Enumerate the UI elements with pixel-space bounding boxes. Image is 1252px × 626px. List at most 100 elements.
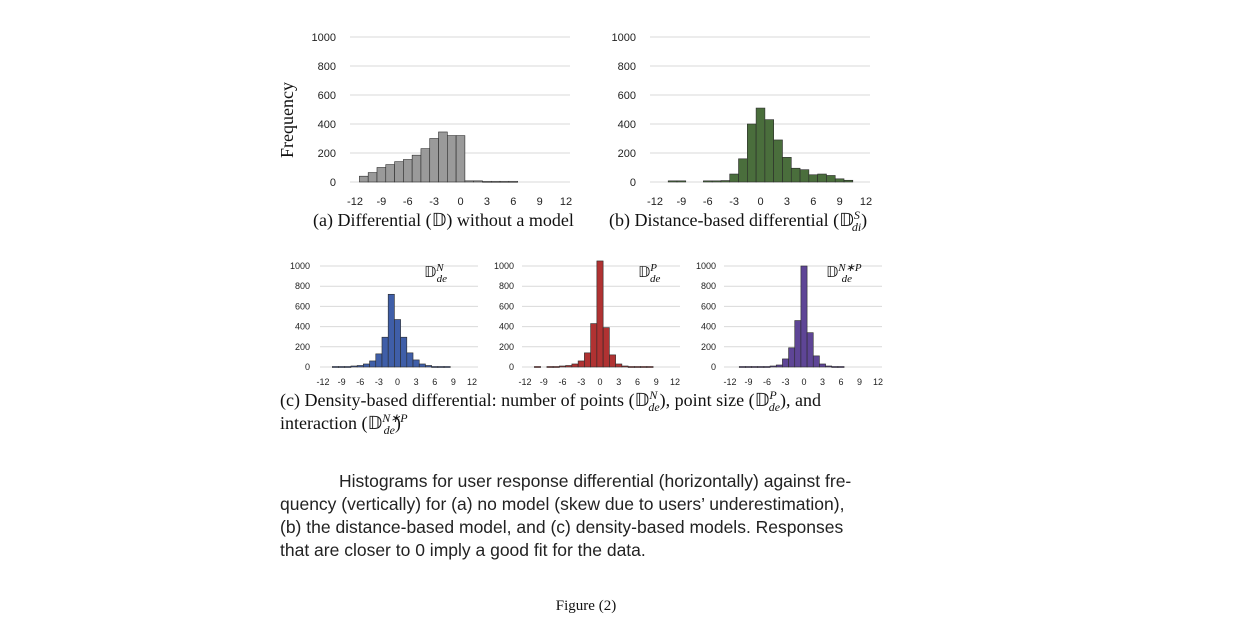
histogram-bar	[381, 336, 389, 368]
y-tick-label: 400	[701, 322, 716, 332]
histogram-bar	[437, 366, 445, 368]
histogram-c-interaction: 1000 800 600 400 200 0 -12 -9 -6 -3 0 3 6 9 12 𝔻N∗P de	[696, 261, 883, 387]
x-tick-label: 6	[510, 196, 516, 208]
x-tick-label: -9	[676, 196, 686, 208]
x-tick-label: -3	[375, 377, 383, 387]
histogram-bar	[646, 366, 654, 368]
x-tick-label: -12	[518, 377, 531, 387]
y-tick-label: 1000	[612, 32, 636, 44]
histogram-bar	[602, 327, 610, 368]
description-line-2: quency (vertically) for (a) no model (sk…	[280, 494, 844, 514]
x-tick-label: 12	[670, 377, 680, 387]
series-label: 𝔻N∗P de	[826, 262, 862, 285]
x-tick-label: 9	[451, 377, 456, 387]
x-tick-label: -3	[781, 377, 789, 387]
x-tick-label: -6	[356, 377, 364, 387]
histogram-bar	[438, 131, 448, 183]
histogram-bar	[499, 180, 510, 183]
y-tick-label: 600	[295, 301, 310, 311]
x-tick-label: 0	[801, 377, 806, 387]
y-tick-label: 400	[318, 119, 336, 131]
x-tick-label: 9	[537, 196, 543, 208]
y-tick-label: 200	[295, 342, 310, 352]
histogram-a: 1000 800 600 400 200 0 -12 -9 -6 -3 0 3 6 9 12	[312, 32, 573, 208]
histogram-bar	[729, 173, 739, 183]
histogram-bar	[794, 320, 802, 368]
histogram-bar	[400, 336, 408, 368]
histogram-bar	[565, 365, 573, 368]
histogram-bar	[429, 138, 439, 183]
x-tick-label: -6	[403, 196, 413, 208]
histogram-bar	[369, 360, 377, 368]
histogram-bar	[552, 366, 560, 368]
histogram-bar	[332, 366, 339, 368]
histogram-bar	[363, 363, 370, 368]
y-tick-label: 600	[701, 301, 716, 311]
histogram-bar	[394, 319, 401, 368]
caption-a: (a) Differential (𝔻) without a model	[313, 210, 574, 231]
figure-label: Figure (2)	[556, 598, 616, 614]
histogram-bar	[843, 179, 854, 183]
histogram-bar	[455, 135, 466, 183]
histogram-bar	[420, 148, 431, 183]
x-tick-label: -12	[316, 377, 329, 387]
histogram-bar	[627, 366, 635, 368]
x-tick-label: 3	[820, 377, 825, 387]
x-tick-label: 9	[654, 377, 659, 387]
histogram-bar	[584, 352, 591, 368]
y-tick-label: 200	[618, 148, 636, 160]
y-tick-label: 400	[618, 119, 636, 131]
histogram-bar	[747, 123, 757, 183]
histogram-bar	[773, 139, 783, 183]
x-tick-label: 0	[597, 377, 602, 387]
x-tick-label: -6	[763, 377, 771, 387]
histogram-bar	[703, 180, 713, 183]
histogram-bar	[609, 354, 616, 368]
histogram-bar	[831, 366, 839, 368]
histogram-bar	[431, 366, 439, 368]
histogram-c-size: 1000 800 600 400 200 0 -12 -9 -6 -3 0 3 6 9 12 𝔻P de	[494, 260, 680, 387]
y-tick-label: 400	[295, 322, 310, 332]
histogram-bar	[667, 180, 678, 183]
x-tick-label: 3	[784, 196, 790, 208]
histogram-bar	[403, 159, 413, 183]
histogram-bar	[782, 157, 792, 183]
description-line-3: (b) the distance-based model, and (c) de…	[280, 517, 843, 537]
x-tick-label: -3	[429, 196, 439, 208]
y-tick-label: 600	[318, 90, 336, 102]
histogram-bar	[738, 366, 746, 368]
x-tick-label: -6	[558, 377, 566, 387]
histogram-bar	[826, 175, 836, 183]
histogram-bar	[559, 365, 566, 368]
histogram-bar	[788, 347, 796, 368]
x-tick-label: 6	[432, 377, 437, 387]
histogram-bar	[755, 107, 766, 183]
description-line-1: Histograms for user response differentia…	[339, 471, 851, 491]
series-label: 𝔻N de	[424, 262, 447, 285]
x-tick-label: -3	[577, 377, 585, 387]
histogram-bar	[406, 352, 414, 368]
x-tick-label: 12	[560, 196, 572, 208]
y-tick-label: 600	[499, 301, 514, 311]
histogram-bar	[763, 366, 771, 368]
y-tick-label: 200	[318, 148, 336, 160]
histogram-bar	[817, 173, 827, 183]
histogram-bar	[775, 364, 783, 368]
y-tick-label: 800	[295, 281, 310, 291]
x-tick-label: 3	[484, 196, 490, 208]
histogram-bar	[790, 167, 801, 183]
caption-c-line1: (c) Density-based differential: number o…	[280, 388, 821, 414]
x-tick-label: -9	[376, 196, 386, 208]
x-tick-label: -3	[729, 196, 739, 208]
x-tick-label: 3	[414, 377, 419, 387]
histogram-c-points: 1000 800 600 400 200 0 -12 -9 -6 -3 0 3 6 9 12 𝔻N de	[290, 261, 478, 387]
histogram-b: 1000 800 600 400 200 0 -12 -9 -6 -3 0 3 6 9 12	[612, 32, 873, 208]
x-tick-label: 6	[635, 377, 640, 387]
x-tick-label: 6	[810, 196, 816, 208]
caption-b: (b) Distance-based differential (𝔻S di)	[609, 208, 867, 234]
x-tick-label: -6	[703, 196, 713, 208]
histogram-bar	[394, 161, 404, 183]
histogram-bar	[640, 366, 648, 368]
histogram-bar	[508, 180, 518, 183]
y-tick-label: 200	[499, 342, 514, 352]
